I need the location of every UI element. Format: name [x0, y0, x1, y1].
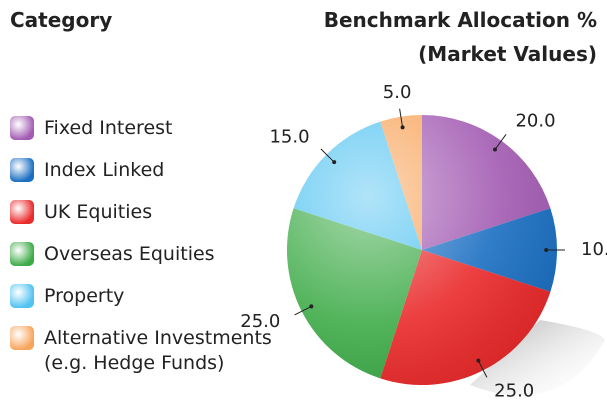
- legend-item: Alternative Investments (e.g. Hedge Fund…: [10, 326, 300, 376]
- data-label: 25.0: [494, 381, 534, 402]
- legend-item: Index Linked: [10, 158, 300, 183]
- legend-label: Alternative Investments (e.g. Hedge Fund…: [44, 327, 272, 374]
- legend-swatch: [10, 116, 34, 140]
- data-label: 20.0: [515, 110, 555, 131]
- data-label: 25.0: [240, 311, 280, 332]
- legend-item: Overseas Equities: [10, 242, 300, 267]
- legend-swatch: [10, 284, 34, 308]
- legend-swatch: [10, 326, 34, 350]
- legend-label: Property: [44, 285, 125, 307]
- data-label: 10.0: [581, 239, 607, 260]
- legend-label: Overseas Equities: [44, 243, 215, 265]
- chart-title: Benchmark Allocation %: [323, 8, 597, 32]
- leader-line: [294, 305, 312, 316]
- data-label: 5.0: [383, 82, 412, 103]
- legend-label: Fixed Interest: [44, 117, 173, 139]
- legend-item: Property: [10, 284, 300, 309]
- leader-line: [399, 108, 404, 128]
- legend-swatch: [10, 200, 34, 224]
- legend-title: Category: [10, 8, 113, 32]
- legend-item: Fixed Interest: [10, 116, 300, 141]
- chart-subtitle: (Market Values): [418, 42, 597, 66]
- leader-line: [477, 360, 488, 378]
- legend-swatch: [10, 158, 34, 182]
- legend-item: UK Equities: [10, 200, 300, 225]
- leader-line: [494, 134, 507, 150]
- legend-label: UK Equities: [44, 201, 153, 223]
- legend-swatch: [10, 242, 34, 266]
- legend: Fixed Interest Index Linked UK Equities Ove…: [10, 116, 300, 393]
- leader-line: [320, 148, 335, 163]
- data-label: 15.0: [269, 127, 309, 148]
- legend-label: Index Linked: [44, 159, 165, 181]
